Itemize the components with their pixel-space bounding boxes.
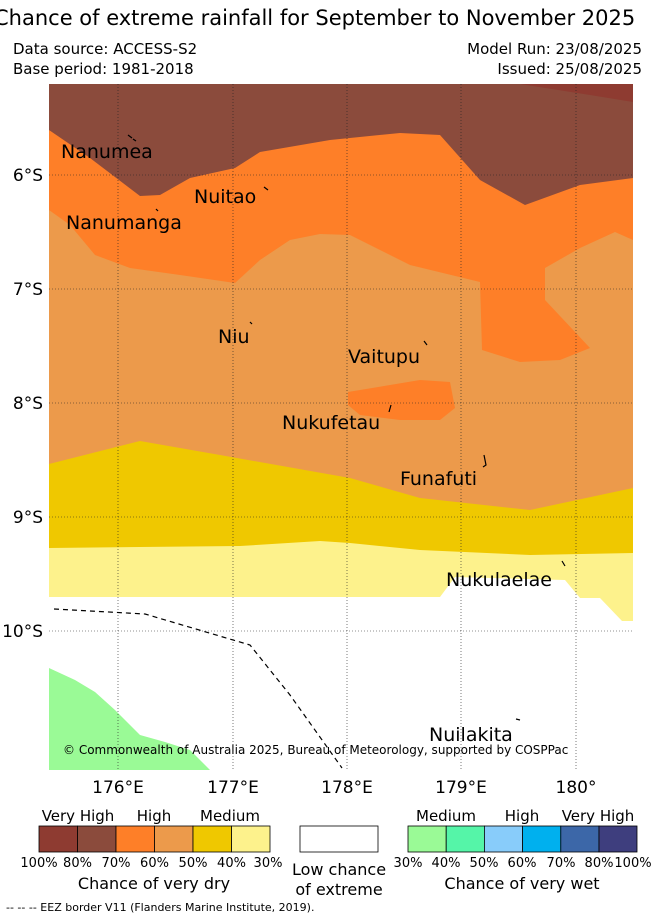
legend-pct: 60% [140,856,169,871]
legend-swatch [77,825,117,853]
high-dry-70-patch [348,380,455,420]
issued-date: Issued: 25/08/2025 [497,60,642,78]
eez-border-line [53,608,343,769]
legend-swatch [192,825,232,853]
legend-dry-label: Very High [42,807,115,825]
legend-pct: 40% [217,856,246,871]
lon-tick-label: 177°E [207,778,259,798]
legend-pct: 40% [432,856,461,871]
legend-pct: 70% [547,856,576,871]
legend-pct: 100% [20,856,57,871]
legend-pct: 80% [585,856,614,871]
page-title: Chance of extreme rainfall for September… [0,6,636,30]
legend-swatch [115,825,155,853]
lat-tick-label: 8°S [13,394,43,414]
copyright-note: © Commonwealth of Australia 2025, Bureau… [63,743,568,757]
lat-tick-label: 6°S [13,166,43,186]
legend-swatch [407,825,447,853]
lat-tick-label: 7°S [13,280,43,300]
lon-tick-label: 178°E [321,778,373,798]
lon-tick-label: 176°E [92,778,144,798]
medium-dry-40-zone [49,541,633,621]
legend-swatch [154,825,194,853]
eez-footnote: -- -- -- EEZ border V11 (Flanders Marine… [6,901,315,914]
legend-pct: 50% [470,856,499,871]
island-label-nuitao: Nuitao [194,186,256,208]
legend-pct: 70% [102,856,131,871]
legend-dry-label: Medium [200,807,260,825]
lon-ticks: 176°E 177°E 178°E 179°E 180° [92,778,596,798]
legend-wet-label: High [505,807,539,825]
legend-swatch-low [299,825,379,853]
medium-dry-50-zone [49,441,633,560]
legend-swatch [38,825,78,853]
legend-pct: 30% [254,856,283,871]
legend-wet-label: Very High [562,807,635,825]
model-run: Model Run: 23/08/2025 [467,40,642,58]
lat-tick-label: 10°S [2,622,43,642]
lon-tick-label: 179°E [435,778,487,798]
legend-dry: Very High High Medium 100% 80% 70% 60% 5… [20,807,282,893]
legend-pct: 30% [394,856,423,871]
grid-lines [49,84,633,770]
high-dry-60-zone [49,210,633,520]
legend-swatch [483,825,523,853]
lat-ticks: 6°S 7°S 8°S 9°S 10°S [2,166,43,642]
medium-wet-30-zone [49,668,210,770]
base-period: Base period: 1981-2018 [13,60,194,78]
legend-wet: Medium High Very High 30% 40% 50% 60% 70… [394,807,652,893]
island-label-nukufetau: Nukufetau [282,412,380,434]
legend-pct: 60% [508,856,537,871]
legend-pct: 50% [179,856,208,871]
island-label-nuilakita: Nuilakita [429,724,513,746]
map-area [49,84,633,770]
legend-dry-label: High [137,807,171,825]
legend-swatch [560,825,600,853]
legend-dry-caption: Chance of very dry [78,874,230,893]
island-label-nanumea: Nanumea [61,141,153,163]
island-label-nanumanga: Nanumanga [66,212,182,234]
island-label-nukulaelae: Nukulaelae [446,569,552,591]
legend-swatch [522,825,562,853]
data-source: Data source: ACCESS-S2 [13,40,198,58]
legend-pct: 80% [63,856,92,871]
legend-wet-caption: Chance of very wet [444,874,599,893]
island-label-vaitupu: Vaitupu [348,346,420,368]
legend-low-caption-1: Low chance [292,860,386,879]
legend-wet-label: Medium [416,807,476,825]
legend-swatch [231,825,271,853]
legend-pct: 100% [614,856,651,871]
very-high-dry-100-zone [520,84,633,102]
island-label-funafuti: Funafuti [400,468,477,490]
island-marks [127,134,566,721]
legend-swatch [598,825,638,853]
legend-swatch [445,825,485,853]
legend-low: Low chance of extreme [292,825,386,899]
lon-tick-label: 180° [556,778,597,798]
lat-tick-label: 9°S [13,508,43,528]
legend-low-caption-2: of extreme [295,880,382,899]
island-label-niu: Niu [218,326,250,348]
